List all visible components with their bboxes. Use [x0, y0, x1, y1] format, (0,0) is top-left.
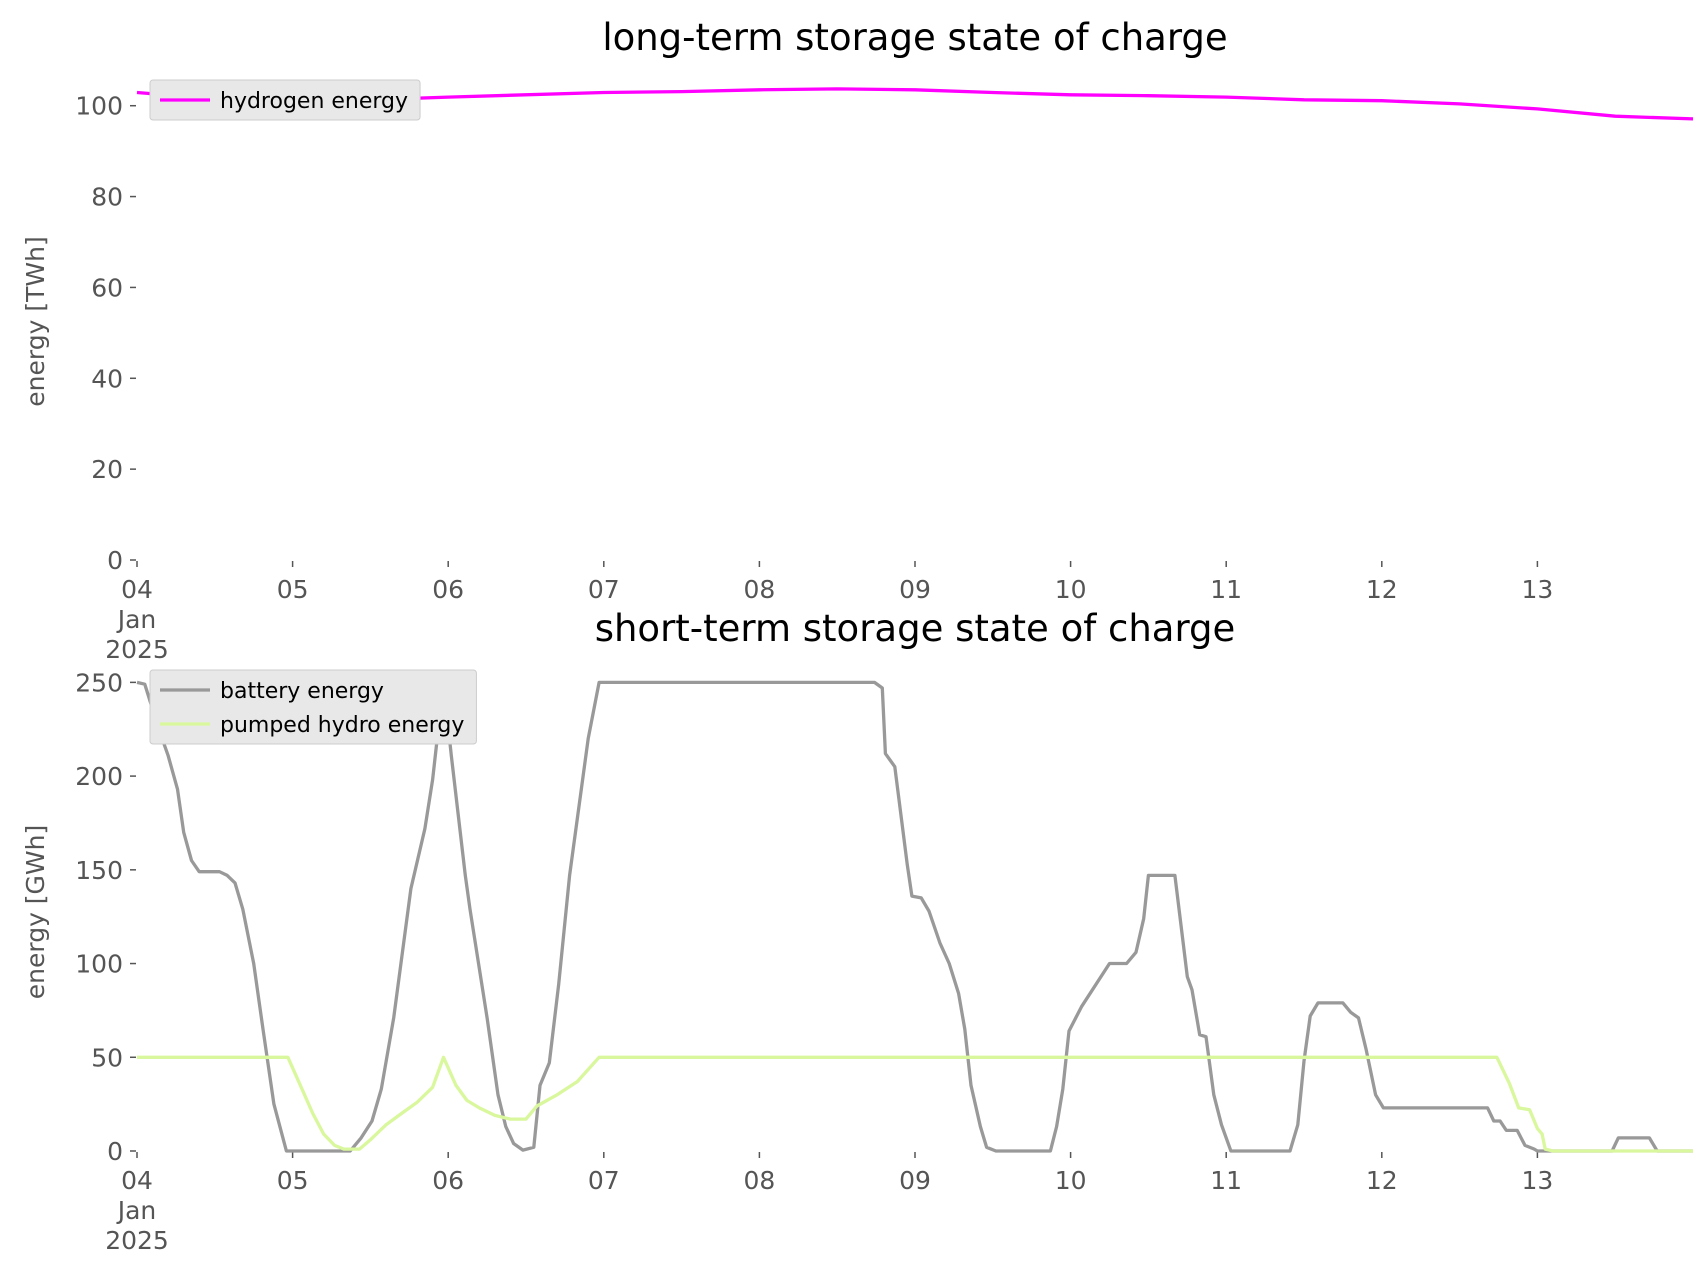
- chart-title: long-term storage state of charge: [602, 16, 1227, 59]
- y-tick-label: 0: [107, 546, 123, 575]
- x-tick-label: 05: [277, 1166, 309, 1195]
- x-tick-label: 12: [1366, 575, 1398, 604]
- y-tick-label: 80: [91, 183, 123, 212]
- x-tick-label: 10: [1055, 1166, 1087, 1195]
- series-line: [137, 1055, 1693, 1153]
- legend-box: [149, 669, 477, 745]
- legend-label: battery energy: [220, 679, 384, 704]
- x-tick-label: 04 Jan 2025: [105, 575, 169, 664]
- y-tick-label: 100: [75, 92, 123, 121]
- legend-label: pumped hydro energy: [220, 713, 464, 738]
- x-tick-label: 09: [899, 1166, 931, 1195]
- x-tick-label: 05: [277, 575, 309, 604]
- y-tick-label: 150: [75, 856, 123, 885]
- x-tick-label: 07: [588, 575, 620, 604]
- x-tick-label: 13: [1521, 1166, 1553, 1195]
- x-tick-label: 09: [899, 575, 931, 604]
- y-tick-label: 0: [107, 1137, 123, 1166]
- legend-box: [149, 79, 421, 121]
- x-tick-label: 04 Jan 2025: [105, 1166, 169, 1255]
- x-tick-label: 11: [1210, 575, 1242, 604]
- series-line: [136, 680, 1693, 1153]
- x-tick-label: 07: [588, 1166, 620, 1195]
- y-tick-label: 50: [91, 1043, 123, 1072]
- legend: battery energy pumped hydro energy: [149, 669, 477, 745]
- y-tick-label: 250: [75, 668, 123, 697]
- x-tick-label: 10: [1055, 575, 1087, 604]
- y-tick-label: 60: [91, 273, 123, 302]
- x-tick-label: 06: [432, 1166, 464, 1195]
- y-tick-label: 200: [75, 762, 123, 791]
- y-tick-label: 40: [91, 364, 123, 393]
- y-tick-label: 100: [75, 950, 123, 979]
- chart-title: short-term storage state of charge: [595, 607, 1236, 650]
- x-tick-label: 12: [1366, 1166, 1398, 1195]
- x-tick-label: 11: [1210, 1166, 1242, 1195]
- x-tick-label: 08: [743, 1166, 775, 1195]
- x-tick-label: 08: [743, 575, 775, 604]
- y-axis-label: energy [TWh]: [21, 236, 50, 406]
- x-tick-label: 06: [432, 575, 464, 604]
- x-tick-label: 13: [1521, 575, 1553, 604]
- legend: hydrogen energy: [149, 79, 421, 121]
- y-tick-label: 20: [91, 455, 123, 484]
- legend-label: hydrogen energy: [220, 89, 408, 114]
- y-axis-label: energy [GWh]: [21, 825, 50, 1000]
